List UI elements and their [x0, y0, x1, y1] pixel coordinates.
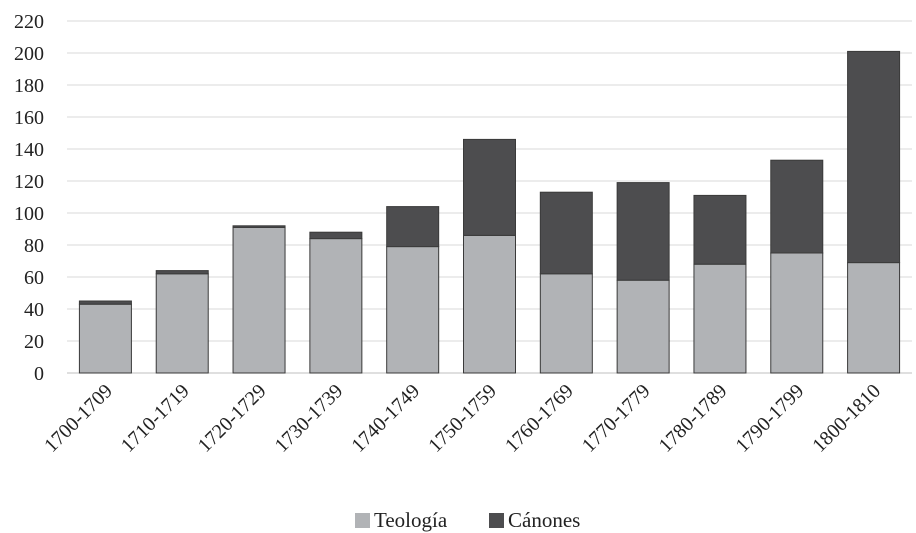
bar-teologia-1770-1779 — [616, 279, 670, 374]
y-tick-label: 40 — [24, 299, 44, 321]
y-tick-label: 220 — [14, 11, 44, 33]
y-tick-label: 100 — [14, 203, 44, 225]
x-tick-label: 1750-1759 — [424, 380, 501, 457]
y-tick-label: 0 — [34, 363, 44, 385]
y-tick-label: 60 — [24, 267, 44, 289]
x-tick-label: 1770-1779 — [578, 380, 655, 457]
bar-canones-1790-1799 — [770, 159, 824, 254]
legend-label-canones: Cánones — [508, 508, 580, 532]
bar-teologia-1780-1789 — [693, 263, 747, 374]
bar-canones-1700-1709 — [78, 300, 132, 305]
bar-canones-1710-1719 — [155, 270, 209, 275]
bar-teologia-1740-1749 — [386, 246, 440, 374]
bar-canones-1800-1810 — [847, 50, 901, 264]
bar-teologia-1790-1799 — [770, 252, 824, 374]
bar-teologia-1720-1729 — [232, 226, 286, 374]
bars — [78, 50, 901, 374]
bar-canones-1720-1729 — [232, 225, 286, 228]
bar-canones-1740-1749 — [386, 206, 440, 248]
legend: Teología Cánones — [355, 508, 580, 532]
legend-swatch-canones — [489, 513, 504, 528]
bar-canones-1760-1769 — [539, 191, 593, 275]
x-axis-tick-labels: 1700-1709 1710-1719 1720-1729 1730-1739 1740… — [40, 380, 885, 457]
bar-canones-1750-1759 — [463, 138, 516, 236]
x-tick-label: 1760-1769 — [501, 380, 578, 457]
bar-teologia-1710-1719 — [155, 273, 209, 374]
y-axis-tick-labels: 0 20 40 60 80 100 120 140 160 180 200 220 — [14, 11, 44, 385]
x-tick-label: 1790-1799 — [731, 380, 808, 457]
legend-swatch-teologia — [355, 513, 370, 528]
x-tick-label: 1710-1719 — [117, 380, 194, 457]
x-tick-label: 1730-1739 — [271, 380, 348, 457]
bar-teologia-1760-1769 — [539, 273, 593, 374]
bar-teologia-1700-1709 — [78, 303, 132, 374]
x-tick-label: 1740-1749 — [347, 380, 424, 457]
y-tick-label: 80 — [24, 235, 44, 257]
bar-canones-1730-1739 — [309, 231, 363, 240]
x-tick-label: 1700-1709 — [40, 380, 117, 457]
y-tick-label: 180 — [14, 75, 44, 97]
x-tick-label: 1800-1810 — [808, 380, 885, 457]
y-tick-label: 160 — [14, 107, 44, 129]
legend-label-teologia: Teología — [374, 508, 448, 532]
bar-canones-1770-1779 — [616, 182, 670, 281]
y-tick-label: 20 — [24, 331, 44, 353]
bar-teologia-1730-1739 — [309, 238, 363, 374]
bar-teologia-1750-1759 — [463, 234, 516, 374]
y-tick-label: 200 — [14, 43, 44, 65]
y-tick-label: 120 — [14, 171, 44, 193]
bar-teologia-1800-1810 — [847, 262, 901, 374]
y-tick-label: 140 — [14, 139, 44, 161]
x-tick-label: 1780-1789 — [655, 380, 732, 457]
bar-canones-1780-1789 — [693, 194, 747, 265]
x-tick-label: 1720-1729 — [194, 380, 271, 457]
